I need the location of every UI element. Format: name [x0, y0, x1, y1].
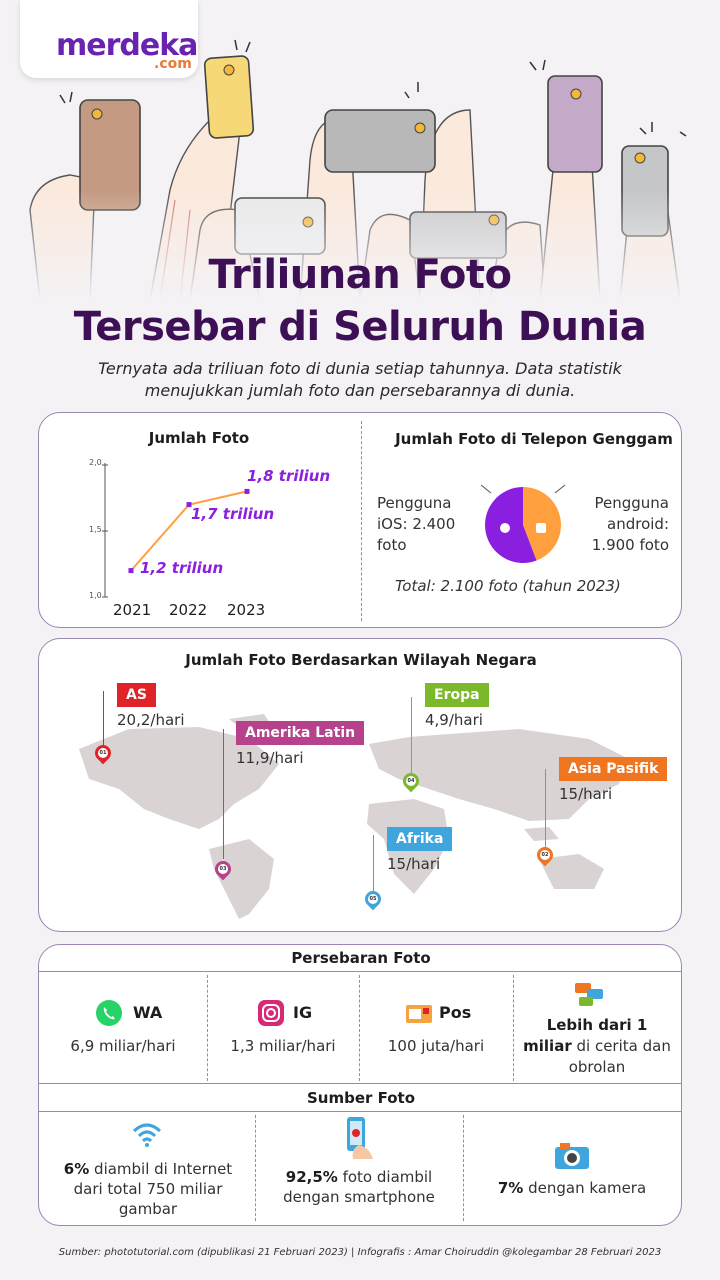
x-tick-label: 2021: [113, 601, 152, 619]
chat-value-rest: di cerita dan obrolan: [568, 1037, 671, 1076]
whatsapp-icon: [96, 1000, 122, 1026]
ios-label: Pengguna iOS: 2.400 foto: [377, 494, 456, 554]
wa-label: WA: [133, 1003, 163, 1022]
region-value-amerika-latin: 11,9/hari: [236, 749, 304, 767]
region-value-as: 20,2/hari: [117, 711, 185, 729]
pie-chart: [481, 484, 565, 563]
camera-icon: [555, 1143, 589, 1169]
internet-value-bold: 6%: [63, 1160, 90, 1178]
hero-illustration: [0, 39, 720, 300]
pin-number: 05: [368, 894, 378, 904]
data-point: [244, 488, 250, 494]
page-title-line1: Triliunan Foto: [208, 252, 512, 298]
chat-icon: [575, 983, 603, 1006]
wa-value: 6,9 miliar/hari: [70, 1037, 176, 1055]
pin-number: 02: [540, 850, 550, 860]
chart-heading: Jumlah Foto: [148, 429, 250, 447]
distribution-panel: Persebaran Foto WA 6,9 miliar/hari IG 1,…: [38, 944, 682, 1226]
region-tag-asia-pasifik: Asia Pasifik: [559, 757, 668, 781]
y-tick-label: 1,5: [89, 525, 102, 534]
region-tag-amerika-latin: Amerika Latin: [236, 721, 365, 745]
logo-text: merdeka: [56, 28, 198, 63]
android-icon: [536, 523, 546, 533]
logo[interactable]: merdeka .com: [20, 0, 198, 78]
region-heading: Jumlah Foto Berdasarkan Wilayah Negara: [185, 651, 537, 669]
android-label: Pengguna android: 1.900 foto: [591, 494, 669, 554]
instagram-icon: [258, 1000, 284, 1026]
chat-value-bold: Lebih dari 1 miliar: [523, 1016, 648, 1055]
data-point: [186, 502, 192, 508]
wifi-icon: [132, 1123, 162, 1147]
footer-source: Sumber: phototutorial.com (dipublikasi 2…: [58, 1247, 662, 1258]
apple-icon: [500, 523, 510, 533]
divider: [361, 421, 362, 621]
data-point: [128, 568, 134, 574]
line-chart: [102, 463, 250, 598]
region-value-asia-pasifik: 15/hari: [559, 785, 613, 803]
kamera-value-rest: dengan kamera: [528, 1179, 647, 1197]
pin-number: 03: [218, 864, 228, 874]
ig-label: IG: [293, 1003, 313, 1022]
region-value-afrika: 15/hari: [387, 855, 441, 873]
smartphone-value: 92,5% foto diambil dengan smartphone: [269, 1167, 449, 1207]
smartphone-icon: [347, 1117, 373, 1159]
x-tick-label: 2022: [169, 601, 208, 619]
region-tag-eropa: Eropa: [425, 683, 489, 707]
region-tag-as: AS: [117, 683, 156, 707]
pin-number: 04: [406, 776, 416, 786]
page-subtitle: Ternyata ada triliuan foto di dunia seti…: [98, 359, 622, 400]
stats-panel: Jumlah Foto 2,0 1,5 1,0 2021 2022 2023 1…: [38, 412, 682, 628]
x-tick-label: 2023: [227, 601, 266, 619]
data-label: 1,2 triliun: [140, 559, 224, 577]
data-label: 1,8 triliun: [247, 467, 331, 485]
smartphone-value-bold: 92,5%: [285, 1168, 338, 1186]
region-panel: Jumlah Foto Berdasarkan Wilayah Negara A…: [38, 638, 682, 932]
kamera-value: 7% dengan kamera: [463, 1179, 681, 1197]
region-value-eropa: 4,9/hari: [425, 711, 483, 729]
page-title-line2: Tersebar di Seluruh Dunia: [73, 304, 647, 350]
internet-value: 6% diambil di Internet dari total 750 mi…: [63, 1159, 233, 1219]
pos-label: Pos: [439, 1003, 472, 1022]
mail-icon: [406, 1005, 432, 1023]
y-tick-label: 1,0: [89, 591, 102, 600]
persebaran-heading: Persebaran Foto: [291, 949, 431, 967]
y-tick-label: 2,0: [89, 458, 102, 467]
pin-number: 01: [98, 748, 108, 758]
logo-domain: .com: [154, 56, 192, 72]
pos-value: 100 juta/hari: [387, 1037, 485, 1055]
sumber-heading: Sumber Foto: [306, 1089, 416, 1107]
kamera-value-bold: 7%: [497, 1179, 524, 1197]
pie-heading: Jumlah Foto di Telepon Genggam: [395, 430, 673, 448]
pie-total: Total: 2.100 foto (tahun 2023): [395, 577, 621, 595]
pie-slice-ios: [485, 487, 537, 563]
internet-value-rest: diambil di Internet dari total 750 milia…: [73, 1160, 233, 1218]
chat-value: Lebih dari 1 miliar di cerita dan obrola…: [523, 1015, 671, 1078]
ig-value: 1,3 miliar/hari: [230, 1037, 336, 1055]
region-tag-afrika: Afrika: [387, 827, 453, 851]
data-label: 1,7 triliun: [191, 505, 275, 523]
smartphone-value-rest: foto diambil dengan smartphone: [283, 1168, 435, 1206]
